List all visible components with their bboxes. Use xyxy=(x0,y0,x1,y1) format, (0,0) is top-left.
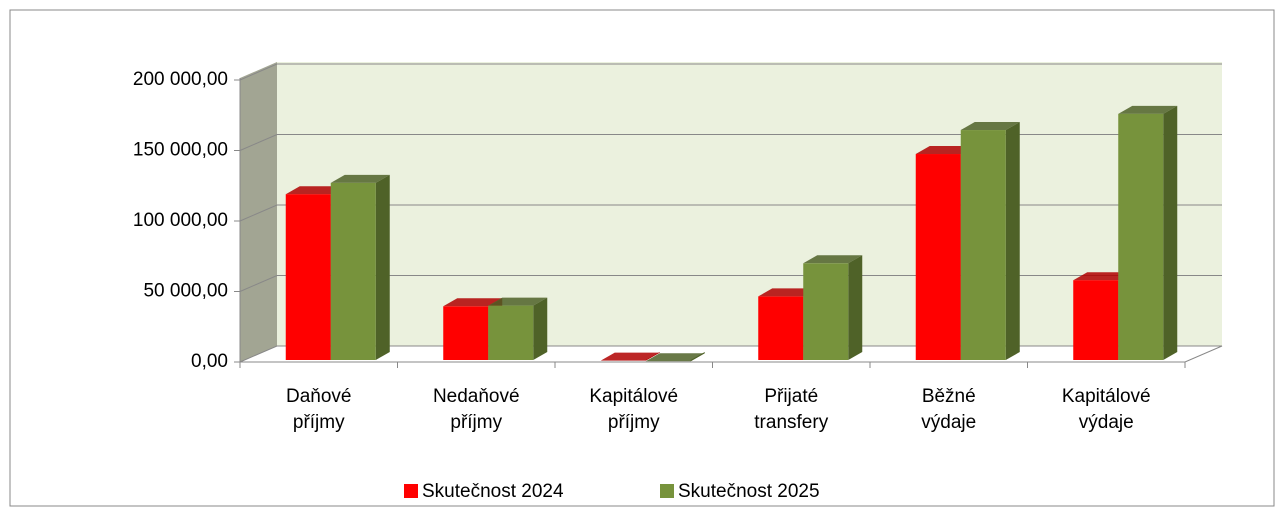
bar-side xyxy=(533,297,548,360)
bar xyxy=(758,296,804,360)
grid-line xyxy=(239,134,1222,151)
legend-swatch xyxy=(404,484,418,498)
bar-top xyxy=(1118,105,1178,114)
grid-line xyxy=(239,63,1222,81)
x-tick-label: Kapitálové příjmy xyxy=(589,386,679,433)
bar xyxy=(1118,113,1164,360)
bar-top xyxy=(645,353,705,362)
bar xyxy=(285,194,331,360)
bar-top xyxy=(1073,272,1133,281)
bar xyxy=(803,263,849,360)
bar-top xyxy=(960,122,1020,131)
bar-top xyxy=(488,297,548,306)
bar xyxy=(488,305,534,360)
y-tick-label: 0,00 xyxy=(191,351,228,372)
bar-top xyxy=(915,146,975,155)
legend-label: Skutečnost 2024 xyxy=(422,481,564,502)
bar xyxy=(330,182,376,360)
bar-top xyxy=(285,186,345,195)
bar-top xyxy=(330,174,390,183)
legend-swatch xyxy=(660,484,674,498)
grid-line xyxy=(239,204,1222,222)
bar xyxy=(960,130,1006,360)
bar xyxy=(915,154,961,360)
y-tick-label: 50 000,00 xyxy=(143,281,228,302)
x-tick-label: Běžné výdaje xyxy=(921,386,977,433)
y-tick-label: 100 000,00 xyxy=(133,210,228,231)
bar-top xyxy=(758,288,818,297)
side-wall xyxy=(240,62,277,362)
x-tick-label: Nedaňové příjmy xyxy=(432,386,520,433)
x-tick-label: Daňové příjmy xyxy=(286,386,352,433)
bar-top xyxy=(600,352,660,361)
bar xyxy=(1073,280,1119,360)
y-tick-label: 200 000,00 xyxy=(133,69,228,90)
grid-line xyxy=(239,275,1222,292)
bar-side xyxy=(1005,122,1020,361)
bar-side xyxy=(375,174,390,360)
y-tick-label: 150 000,00 xyxy=(133,140,228,161)
bar xyxy=(443,306,489,360)
bar-top xyxy=(443,298,503,307)
x-tick-label: Přijaté transfery xyxy=(754,386,829,433)
bar-top xyxy=(803,255,863,264)
bar-side xyxy=(1163,105,1178,360)
legend-label: Skutečnost 2025 xyxy=(678,481,820,502)
bar-side xyxy=(848,255,863,360)
x-tick-label: Kapitálové výdaje xyxy=(1061,386,1151,433)
